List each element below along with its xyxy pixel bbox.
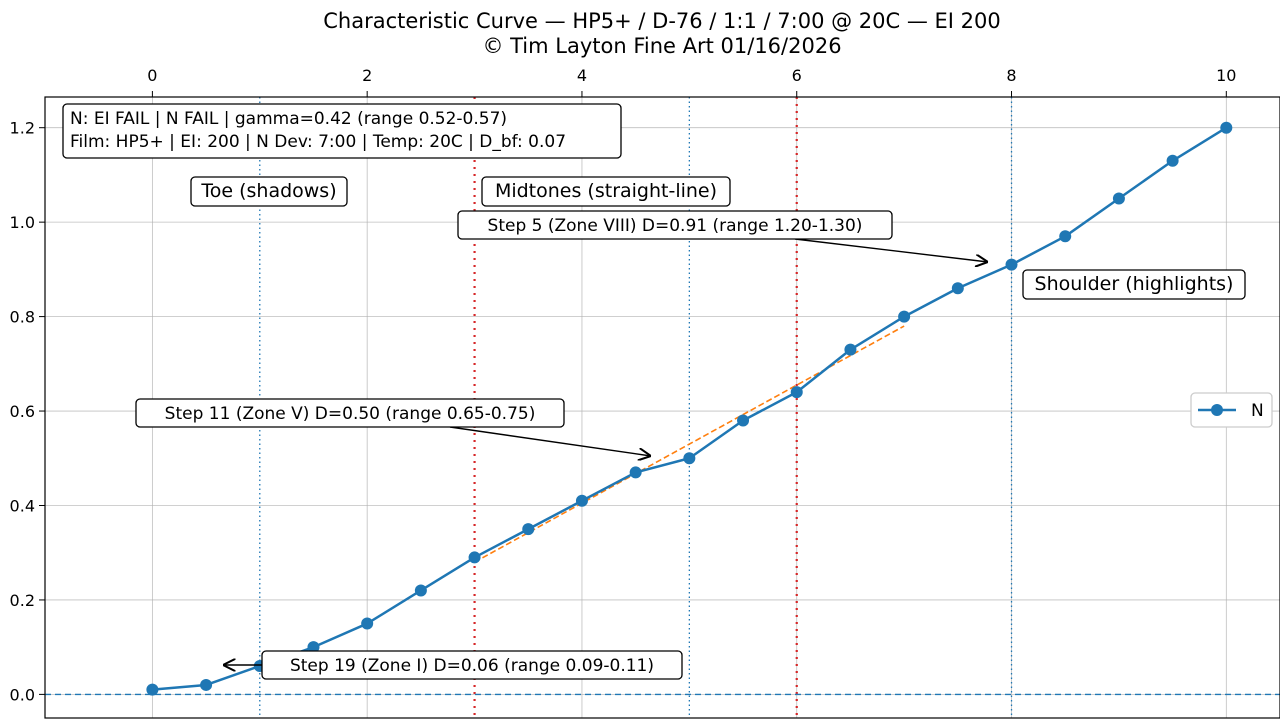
data-point: [629, 466, 642, 479]
plot-frame: [44, 96, 1280, 719]
data-point: [468, 551, 481, 564]
info-box-line-2: Film: HP5+ | EI: 200 | N Dev: 7:00 | Tem…: [70, 132, 566, 152]
y-tick-label: 0.0: [10, 685, 35, 704]
data-point: [683, 452, 696, 465]
x-tick-label: 10: [1216, 66, 1236, 85]
data-point: [307, 641, 320, 654]
x-tick-label: 4: [577, 66, 587, 85]
data-point: [898, 310, 911, 323]
annotation-step-5: Step 5 (Zone VIII) D=0.91 (range 1.20-1.…: [457, 210, 988, 262]
data-point: [146, 683, 159, 696]
region-label-midtones: Midtones (straight-line): [481, 176, 731, 207]
data-point: [200, 678, 213, 691]
annotation-step-11: Step 11 (Zone V) D=0.50 (range 0.65-0.75…: [135, 398, 651, 456]
y-tick-label: 0.6: [10, 402, 35, 421]
legend-swatch-marker: [1211, 404, 1223, 416]
legend-label-n: N: [1251, 401, 1264, 421]
data-point: [951, 282, 964, 295]
info-box-line-1: N: EI FAIL | N FAIL | gamma=0.42 (range …: [70, 109, 507, 129]
x-tick-label: 2: [362, 66, 372, 85]
data-point: [1220, 121, 1233, 134]
annotation-step-19-text: Step 19 (Zone I) D=0.06 (range 0.09-0.11…: [290, 656, 654, 676]
y-tick-label: 0.4: [10, 496, 35, 515]
data-point: [737, 414, 750, 427]
annotation-step-5-text: Step 5 (Zone VIII) D=0.91 (range 1.20-1.…: [488, 216, 863, 236]
region-label-midtones-text: Midtones (straight-line): [495, 180, 717, 202]
data-point: [575, 494, 588, 507]
data-point: [522, 523, 535, 536]
data-point: [790, 386, 803, 399]
region-label-shoulder-text: Shoulder (highlights): [1035, 273, 1234, 295]
data-point: [1059, 230, 1072, 243]
annotation-step-19: Step 19 (Zone I) D=0.06 (range 0.09-0.11…: [223, 650, 683, 680]
y-tick-label: 0.2: [10, 591, 35, 610]
region-label-shoulder: Shoulder (highlights): [1022, 269, 1246, 300]
legend: N: [1190, 392, 1273, 428]
data-point: [414, 584, 427, 597]
chart-title: Characteristic Curve — HP5+ / D-76 / 1:1…: [323, 9, 1000, 33]
series-layer: [45, 121, 1280, 696]
x-tick-label: 6: [792, 66, 802, 85]
data-point: [1005, 258, 1018, 271]
annotation-step-11-arrow: [449, 426, 651, 456]
annotation-step-5-arrow: [794, 238, 988, 262]
y-tick-label: 1.2: [10, 119, 35, 138]
y-tick-label: 1.0: [10, 213, 35, 232]
x-tick-label: 8: [1006, 66, 1016, 85]
gamma-fit-line: [474, 325, 905, 563]
data-point: [1112, 192, 1125, 205]
y-tick-label: 0.8: [10, 308, 35, 327]
info-box: N: EI FAIL | N FAIL | gamma=0.42 (range …: [62, 103, 622, 159]
data-point: [361, 617, 374, 630]
axis-ticks: 0 2 4 6 8 10 0.0 0.2 0.4 0.6 0.8 1.0 1.2: [10, 66, 1237, 704]
x-tick-label: 0: [147, 66, 157, 85]
data-point: [1166, 154, 1179, 167]
region-label-toe: Toe (shadows): [190, 176, 348, 207]
annotation-step-11-text: Step 11 (Zone V) D=0.50 (range 0.65-0.75…: [165, 404, 536, 424]
data-point: [844, 343, 857, 356]
region-label-toe-text: Toe (shadows): [200, 180, 336, 202]
chart-subtitle: © Tim Layton Fine Art 01/16/2026: [482, 34, 841, 58]
